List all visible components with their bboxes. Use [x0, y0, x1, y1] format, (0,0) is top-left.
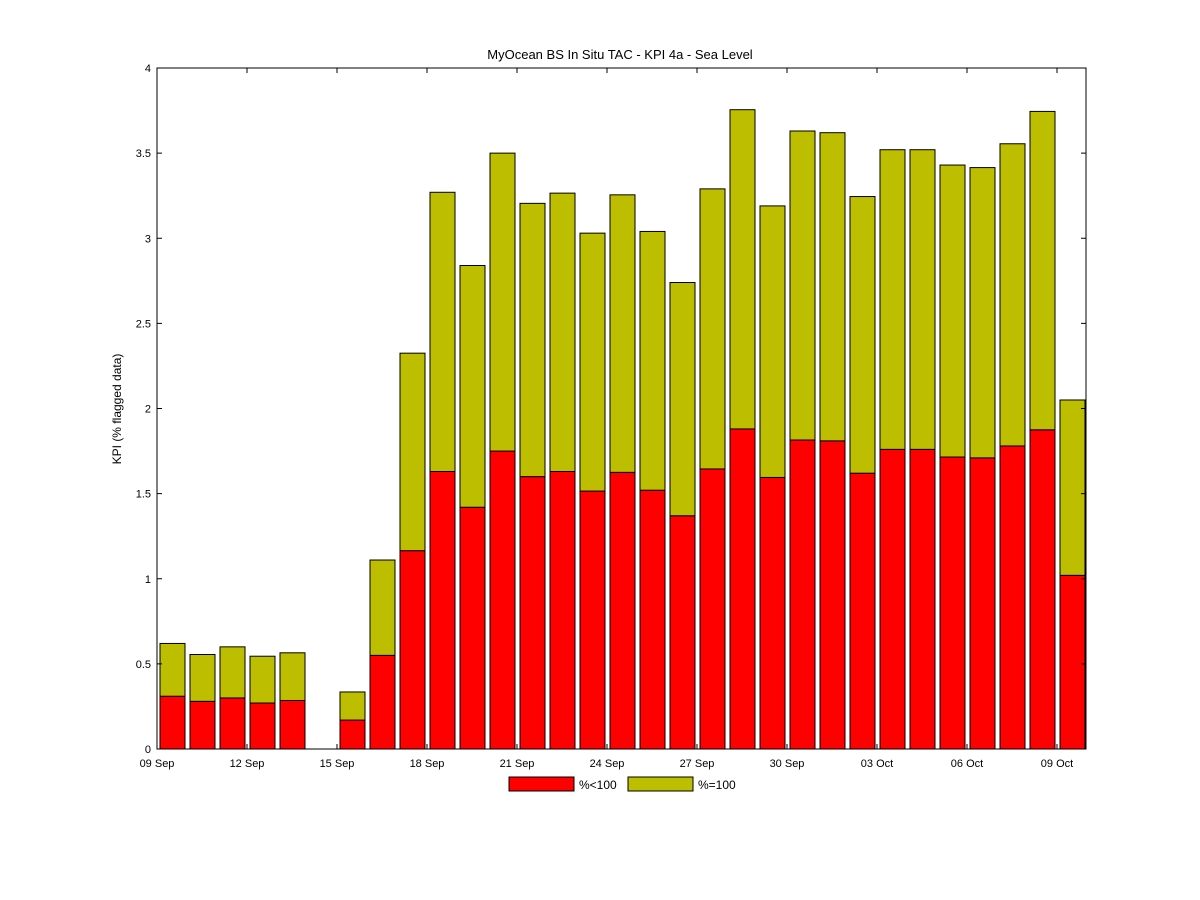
- bar-olive-2: [219, 646, 246, 699]
- bar-red-21: [789, 439, 816, 750]
- bar-olive-30: [1059, 399, 1086, 576]
- bar-red-30: [1059, 574, 1086, 750]
- bar-olive-0: [159, 642, 186, 697]
- x-tick-label-4: 21 Sep: [500, 758, 535, 770]
- bar-red-16: [639, 489, 666, 750]
- x-tick-label-2: 15 Sep: [320, 758, 355, 770]
- bar-red-3: [249, 702, 276, 750]
- y-tick-label-0: 0: [145, 744, 151, 756]
- x-tick-label-8: 03 Oct: [861, 758, 893, 770]
- y-tick-label-6: 3: [145, 233, 151, 245]
- bar-olive-7: [369, 559, 396, 656]
- legend: %<100 %=100: [508, 776, 736, 792]
- bar-red-27: [969, 457, 996, 750]
- bar-red-17: [669, 515, 696, 750]
- bar-olive-25: [909, 149, 936, 450]
- y-tick-label-8: 4: [145, 63, 151, 75]
- y-axis-label: KPI (% flagged data): [110, 354, 124, 465]
- bar-red-14: [579, 490, 606, 750]
- x-tick-label-7: 30 Sep: [770, 758, 805, 770]
- bar-olive-8: [399, 352, 426, 552]
- bar-red-9: [429, 470, 456, 750]
- x-tick-label-5: 24 Sep: [590, 758, 625, 770]
- x-tick-label-9: 06 Oct: [951, 758, 983, 770]
- bar-red-29: [1029, 429, 1056, 750]
- y-tick-label-2: 1: [145, 574, 151, 586]
- bar-olive-23: [849, 196, 876, 474]
- bar-red-10: [459, 506, 486, 750]
- bar-olive-11: [489, 152, 516, 452]
- bar-red-8: [399, 550, 426, 750]
- bar-red-13: [549, 470, 576, 750]
- bar-olive-27: [969, 167, 996, 459]
- legend-label-olive: %=100: [698, 778, 736, 792]
- y-tick-label-1: 0.5: [136, 659, 151, 671]
- bar-red-11: [489, 450, 516, 750]
- bar-olive-18: [699, 188, 726, 470]
- y-tick-label-7: 3.5: [136, 148, 151, 160]
- legend-label-red: %<100: [579, 778, 617, 792]
- bar-red-19: [729, 428, 756, 750]
- bar-olive-4: [279, 652, 306, 701]
- x-tick-label-1: 12 Sep: [230, 758, 265, 770]
- bar-olive-1: [189, 654, 216, 702]
- y-tick-label-3: 1.5: [136, 489, 151, 501]
- bar-olive-19: [729, 109, 756, 430]
- bar-red-23: [849, 472, 876, 750]
- x-axis: 09 Sep 12 Sep 15 Sep 18 Sep 21 Sep 24 Sep 27 S…: [140, 68, 1073, 770]
- bar-red-12: [519, 476, 546, 750]
- bar-red-25: [909, 448, 936, 750]
- bar-red-7: [369, 654, 396, 750]
- bar-olive-24: [879, 149, 906, 450]
- bars-group: [159, 109, 1086, 750]
- bar-olive-15: [609, 194, 636, 473]
- bar-red-1: [189, 700, 216, 750]
- bar-olive-10: [459, 264, 486, 508]
- bar-olive-26: [939, 164, 966, 458]
- bar-olive-20: [759, 205, 786, 478]
- bar-olive-17: [669, 282, 696, 517]
- bar-red-0: [159, 695, 186, 750]
- legend-swatch-red: [508, 776, 575, 792]
- bar-red-20: [759, 476, 786, 750]
- bar-red-24: [879, 448, 906, 750]
- bar-red-2: [219, 697, 246, 750]
- bar-olive-3: [249, 655, 276, 704]
- bar-red-4: [279, 699, 306, 750]
- y-tick-label-5: 2.5: [136, 318, 151, 330]
- bar-olive-12: [519, 202, 546, 478]
- bar-olive-6: [339, 691, 366, 721]
- bar-olive-13: [549, 192, 576, 472]
- x-tick-label-0: 09 Sep: [140, 758, 175, 770]
- x-tick-label-10: 09 Oct: [1041, 758, 1073, 770]
- bar-olive-22: [819, 132, 846, 442]
- bar-red-28: [999, 445, 1026, 750]
- legend-swatch-olive: [627, 776, 694, 792]
- chart-title: MyOcean BS In Situ TAC - KPI 4a - Sea Le…: [487, 47, 753, 62]
- bar-olive-29: [1029, 110, 1056, 431]
- bar-olive-28: [999, 143, 1026, 447]
- bar-red-6: [339, 719, 366, 750]
- bar-red-18: [699, 468, 726, 750]
- y-tick-label-4: 2: [145, 404, 151, 416]
- bar-olive-21: [789, 130, 816, 441]
- y-axis: 0 0.5 1 1.5 2 2.5 3 3.5 4: [136, 63, 1086, 756]
- x-tick-label-3: 18 Sep: [410, 758, 445, 770]
- x-tick-label-6: 27 Sep: [680, 758, 715, 770]
- bar-red-22: [819, 440, 846, 750]
- bar-olive-9: [429, 191, 456, 472]
- bar-red-26: [939, 456, 966, 750]
- bar-red-15: [609, 471, 636, 750]
- bar-olive-16: [639, 230, 666, 491]
- bar-olive-14: [579, 232, 606, 492]
